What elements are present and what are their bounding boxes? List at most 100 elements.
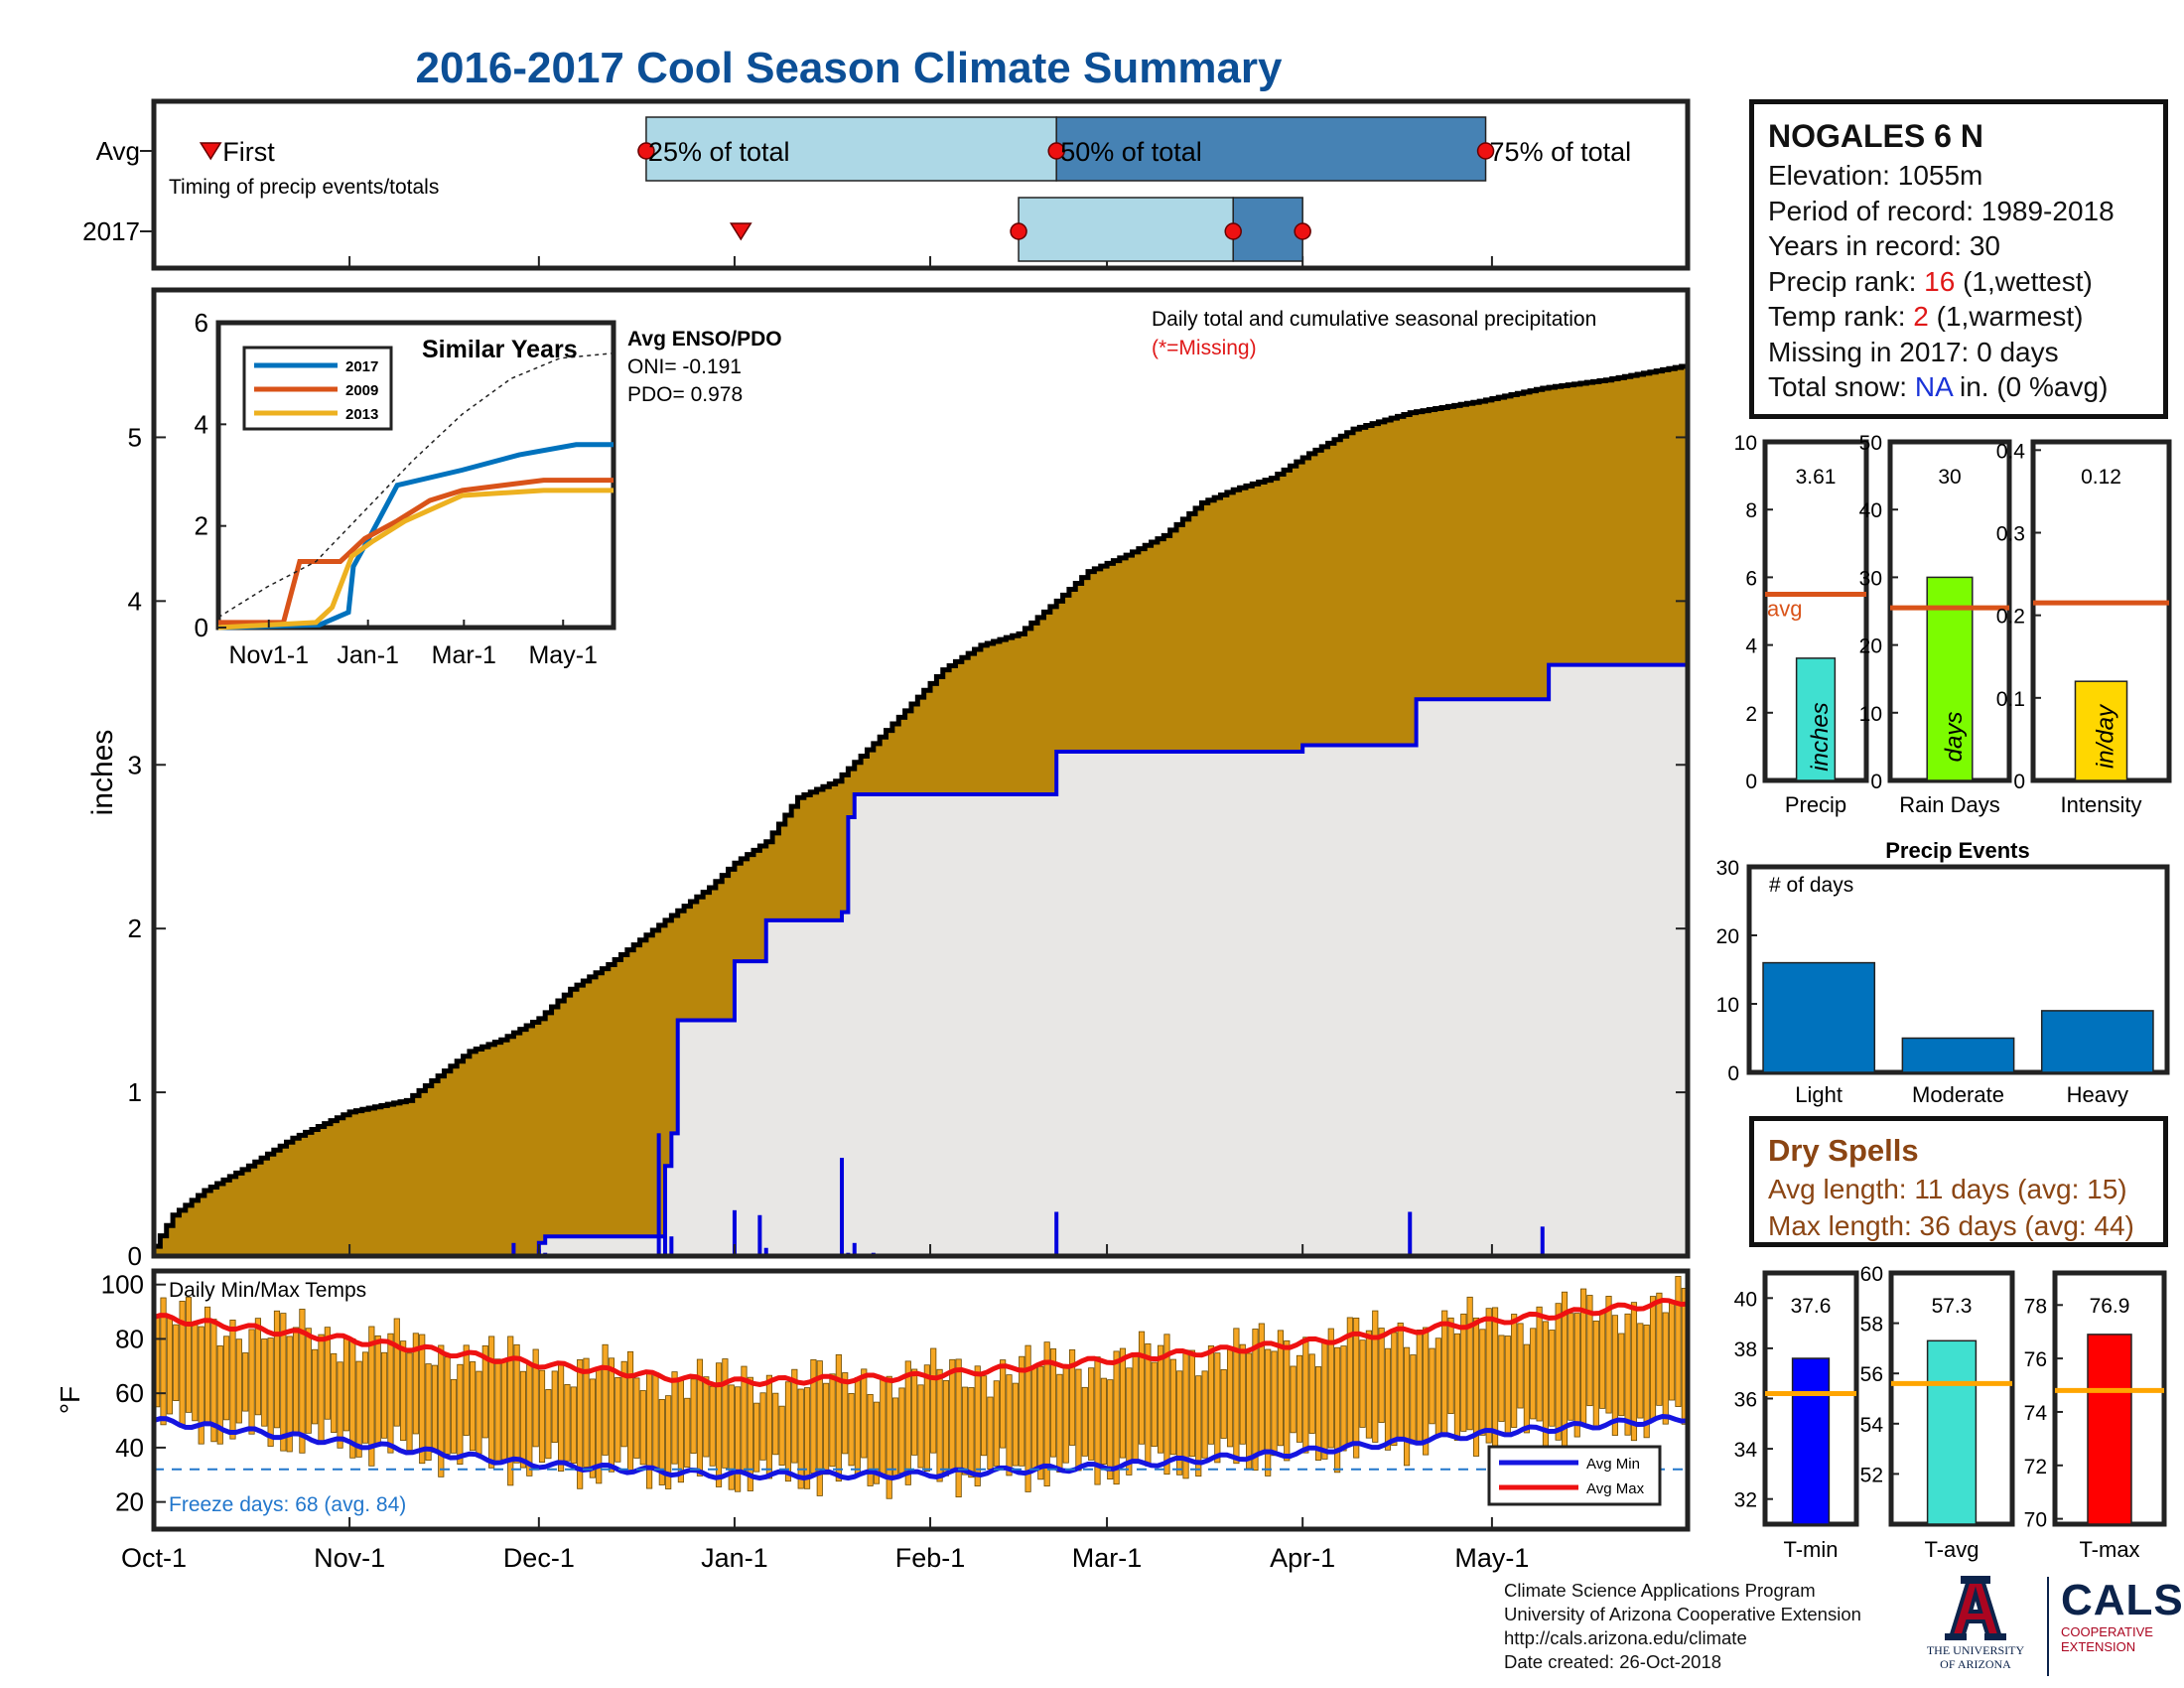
timing-label-q25: 25% of total bbox=[648, 137, 790, 167]
daily-temp-bar bbox=[558, 1361, 565, 1472]
total-snow: Total snow: NA in. (0 %avg) bbox=[1768, 369, 2149, 405]
credit-url[interactable]: http://cals.arizona.edu/climate bbox=[1504, 1627, 1747, 1648]
daily-temp-bar bbox=[1669, 1301, 1676, 1401]
temp-value-bar bbox=[1791, 1357, 1831, 1525]
inset-y-tick-label: 0 bbox=[195, 613, 208, 642]
daily-temp-bar bbox=[318, 1334, 325, 1444]
temp-y-axis-label: °F bbox=[55, 1386, 85, 1414]
daily-temp-bar bbox=[886, 1375, 892, 1499]
inset-series-line bbox=[218, 478, 614, 626]
event-bar bbox=[2040, 1010, 2154, 1073]
temp-y-tick-label: 80 bbox=[115, 1324, 144, 1353]
event-category-label: Heavy bbox=[2067, 1082, 2128, 1107]
daily-temp-bar bbox=[1277, 1330, 1284, 1447]
daily-temp-bar bbox=[1201, 1370, 1208, 1459]
daily-temp-bar bbox=[1132, 1355, 1139, 1462]
mini-y-tick-label: 0 bbox=[2013, 771, 2025, 793]
daily-temp-bar bbox=[1188, 1349, 1195, 1458]
daily-temp-bar bbox=[816, 1360, 823, 1496]
daily-temp-bar bbox=[1119, 1347, 1127, 1459]
daily-temp-bar bbox=[1675, 1276, 1682, 1407]
daily-temp-bar bbox=[476, 1370, 482, 1455]
daily-temp-bar bbox=[1447, 1317, 1454, 1415]
inset-y-tick-label: 2 bbox=[195, 511, 208, 541]
temp-bar-y-tick-label: 36 bbox=[1734, 1389, 1757, 1412]
mini-unit-label: inches bbox=[1807, 702, 1834, 771]
daily-temp-bar bbox=[658, 1399, 665, 1485]
daily-temp-bar bbox=[987, 1396, 994, 1470]
mini-y-tick-label: 30 bbox=[1859, 567, 1882, 590]
daily-temp-bar bbox=[671, 1371, 678, 1465]
x-tick-label: Mar-1 bbox=[1072, 1543, 1143, 1573]
y-tick-label: 1 bbox=[128, 1077, 142, 1107]
daily-temp-bar bbox=[457, 1363, 464, 1466]
daily-temp-bar bbox=[481, 1344, 488, 1439]
daily-temp-bar bbox=[829, 1373, 836, 1468]
daily-temp-bar bbox=[532, 1348, 539, 1448]
daily-temp-bar bbox=[968, 1387, 975, 1478]
inset-avg-line bbox=[217, 352, 614, 619]
credits: Climate Science Applications Program Uni… bbox=[1504, 1579, 1861, 1674]
credit-line: University of Arizona Cooperative Extens… bbox=[1504, 1604, 1861, 1624]
temp-value-bar bbox=[2087, 1334, 2132, 1525]
daily-temp-bar bbox=[1321, 1341, 1328, 1460]
daily-temp-bar bbox=[1662, 1312, 1669, 1425]
daily-temp-bar bbox=[1012, 1382, 1019, 1467]
daily-temp-bar bbox=[930, 1347, 937, 1454]
daily-temp-bar bbox=[1220, 1368, 1227, 1439]
timing-caption: Timing of precip events/totals bbox=[169, 176, 439, 199]
snow-note: in. (0 %avg) bbox=[1952, 371, 2109, 402]
cumulative-precip-chart: 0 1 2 3 4 5 inches Daily total and cumulative s… bbox=[86, 287, 1691, 1271]
snow-value: NA bbox=[1914, 371, 1953, 402]
daily-temp-bar bbox=[1107, 1379, 1114, 1480]
event-category-label: Light bbox=[1795, 1082, 1843, 1107]
x-tick-label: Apr-1 bbox=[1270, 1543, 1335, 1573]
daily-temp-bar bbox=[1397, 1322, 1404, 1440]
mini-y-tick-label: 0 bbox=[1870, 771, 1882, 793]
daily-temp-bar bbox=[955, 1358, 962, 1498]
daily-temp-bar bbox=[936, 1368, 943, 1482]
mini-y-tick-label: 0.1 bbox=[1996, 688, 2025, 711]
temp-bar-x-label: T-avg bbox=[1924, 1537, 1979, 1562]
daily-temp-bar bbox=[1517, 1323, 1524, 1409]
daily-temp-bar bbox=[507, 1336, 514, 1486]
daily-temp-bar bbox=[652, 1372, 659, 1470]
event-bar bbox=[1901, 1037, 2015, 1073]
daily-temp-bar bbox=[861, 1368, 868, 1459]
temp-value-label: 37.6 bbox=[1791, 1295, 1832, 1318]
mini-y-tick-label: 40 bbox=[1859, 499, 1882, 522]
daily-temp-bar bbox=[545, 1389, 552, 1460]
daily-temp-bar bbox=[1226, 1348, 1234, 1448]
daily-temp-bar bbox=[904, 1360, 911, 1485]
daily-temp-bar bbox=[1158, 1344, 1164, 1454]
avg-min-line bbox=[153, 1413, 1689, 1481]
temp-y-tick-label: 100 bbox=[101, 1270, 144, 1300]
inset-legend-label: 2017 bbox=[345, 358, 378, 375]
daily-temp-bar bbox=[646, 1370, 653, 1489]
x-tick-label: Dec-1 bbox=[503, 1543, 575, 1573]
dry-spells-title: Dry Spells bbox=[1768, 1133, 1919, 1168]
mini-y-tick-label: 10 bbox=[1734, 432, 1757, 455]
daily-temp-bar bbox=[765, 1374, 772, 1479]
daily-temp-bar bbox=[1314, 1366, 1322, 1461]
daily-temp-bar bbox=[513, 1343, 520, 1464]
university-of-arizona-logo[interactable]: THE UNIVERSITY OF ARIZONA bbox=[1921, 1574, 2030, 1678]
precip-rank-label: Precip rank: bbox=[1768, 265, 1925, 297]
events-y-label: # of days bbox=[1769, 874, 1853, 897]
cals-logo[interactable]: CALS COOPERATIVE EXTENSION bbox=[2047, 1577, 2184, 1676]
mini-y-tick-label: 0.4 bbox=[1996, 440, 2026, 463]
enso-title: Avg ENSO/PDO bbox=[627, 328, 782, 351]
similar-years-inset: 0 2 4 6 Nov1-1 Jan-1 Mar-1 May-1 Similar Years 20… bbox=[195, 308, 616, 669]
x-tick-label: Oct-1 bbox=[121, 1543, 187, 1573]
mini-y-tick-label: 10 bbox=[1859, 703, 1882, 726]
temp-rank: Temp rank: 2 (1,warmest) bbox=[1768, 299, 2149, 335]
daily-temp-bar bbox=[942, 1380, 950, 1477]
daily-temp-bar bbox=[463, 1344, 470, 1436]
daily-temp-bar bbox=[1176, 1370, 1183, 1476]
daily-temp-bar bbox=[1302, 1336, 1309, 1454]
daily-temp-bar bbox=[690, 1378, 697, 1454]
daily-temp-bar bbox=[1145, 1342, 1152, 1467]
y-tick-label: 3 bbox=[128, 750, 142, 779]
daily-temp-bar bbox=[380, 1351, 388, 1439]
mini-value-bar bbox=[2074, 680, 2128, 781]
